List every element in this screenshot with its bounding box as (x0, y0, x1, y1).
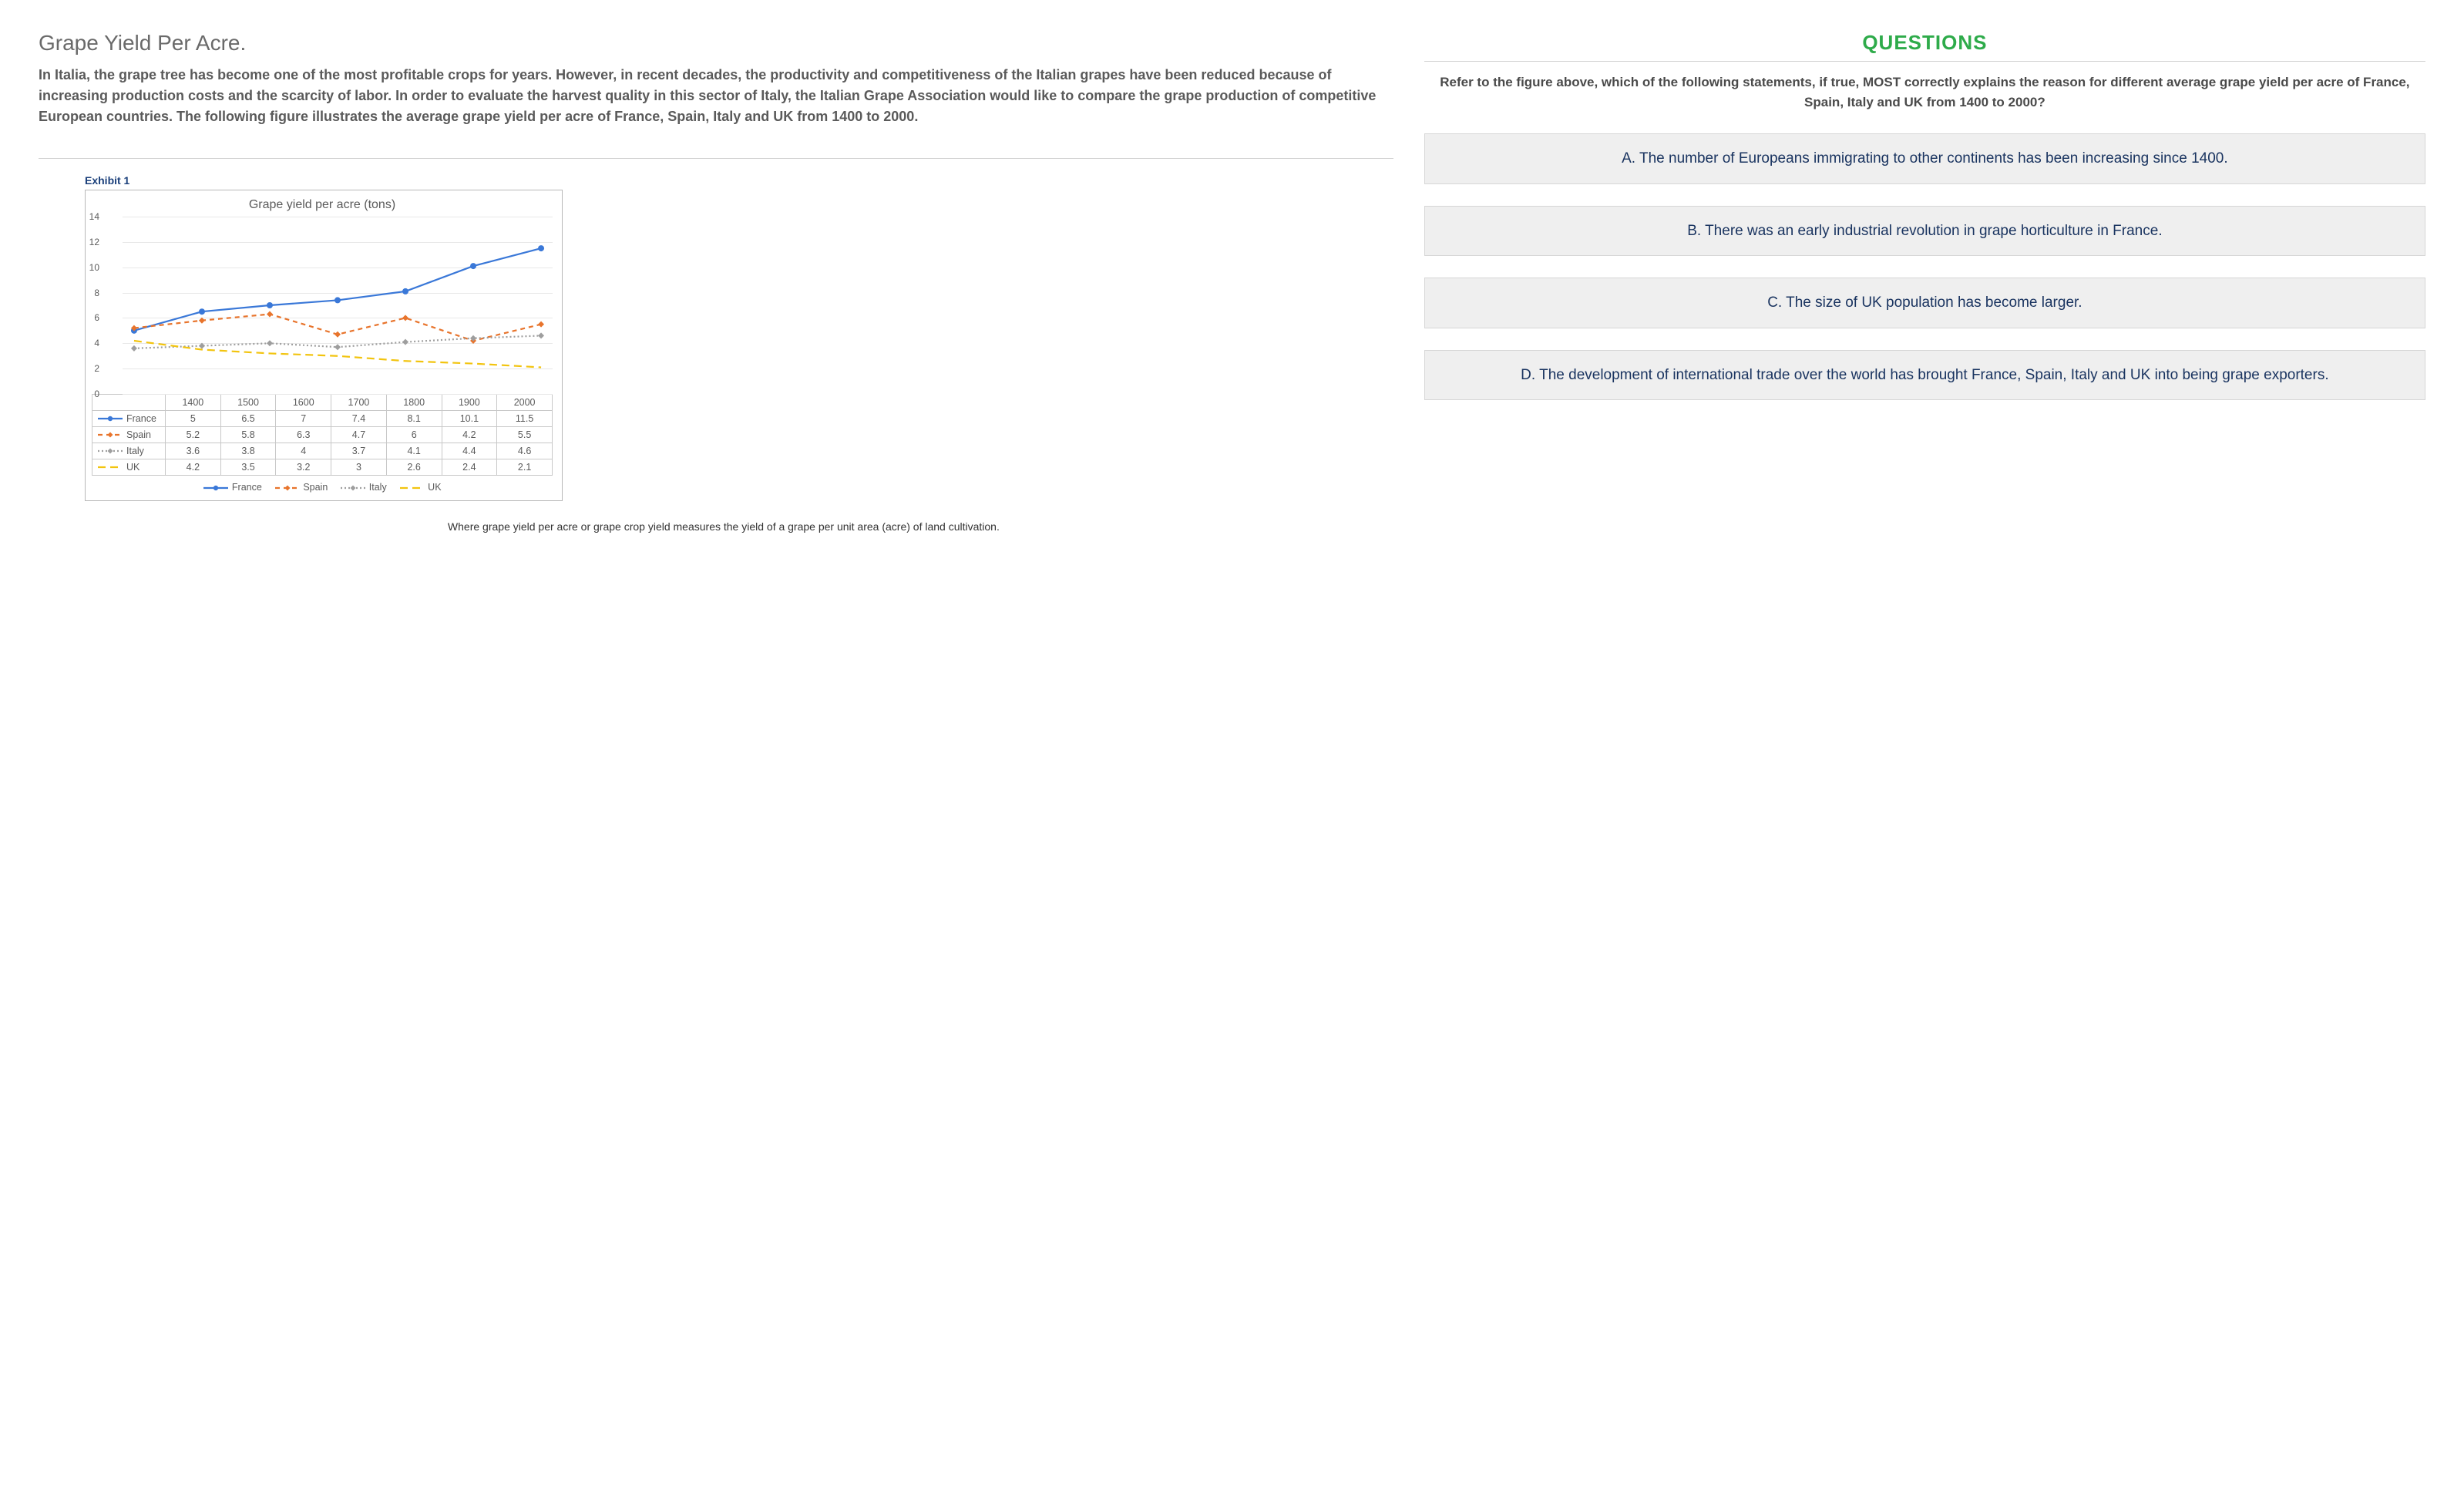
chart-legend: France Spain Italy UK (92, 476, 553, 494)
page-title: Grape Yield Per Acre. (39, 31, 1393, 56)
right-column: QUESTIONS Refer to the figure above, whi… (1424, 31, 2425, 535)
y-tick-label: 0 (81, 389, 99, 399)
answer-option-b[interactable]: B. There was an early industrial revolut… (1424, 206, 2425, 257)
chart-caption: Where grape yield per acre or grape crop… (85, 520, 1363, 535)
y-tick-label: 6 (81, 312, 99, 323)
questions-heading: QUESTIONS (1424, 31, 2425, 55)
answer-option-a[interactable]: A. The number of Europeans immigrating t… (1424, 133, 2425, 184)
answer-option-d[interactable]: D. The development of international trad… (1424, 350, 2425, 401)
y-tick-label: 2 (81, 363, 99, 374)
answers-container: A. The number of Europeans immigrating t… (1424, 133, 2425, 400)
y-tick-label: 8 (81, 288, 99, 298)
chart-data-table: 1400150016001700180019002000France56.577… (92, 394, 553, 476)
question-prompt: Refer to the figure above, which of the … (1424, 72, 2425, 112)
plot-area: 02468101214 (123, 217, 553, 394)
chart-box: Grape yield per acre (tons) 02468101214 … (85, 190, 563, 501)
chart-lines (123, 217, 553, 394)
chart-title: Grape yield per acre (tons) (92, 198, 553, 212)
exhibit-label: Exhibit 1 (85, 174, 1363, 187)
y-tick-label: 10 (81, 262, 99, 273)
y-tick-label: 12 (81, 237, 99, 247)
y-tick-label: 4 (81, 338, 99, 348)
answer-option-c[interactable]: C. The size of UK population has become … (1424, 278, 2425, 328)
questions-divider (1424, 61, 2425, 62)
y-tick-label: 14 (81, 211, 99, 222)
left-column: Grape Yield Per Acre. In Italia, the gra… (39, 31, 1393, 535)
divider (39, 158, 1393, 159)
intro-paragraph: In Italia, the grape tree has become one… (39, 65, 1393, 127)
exhibit-wrap: Exhibit 1 Grape yield per acre (tons) 02… (39, 174, 1393, 535)
